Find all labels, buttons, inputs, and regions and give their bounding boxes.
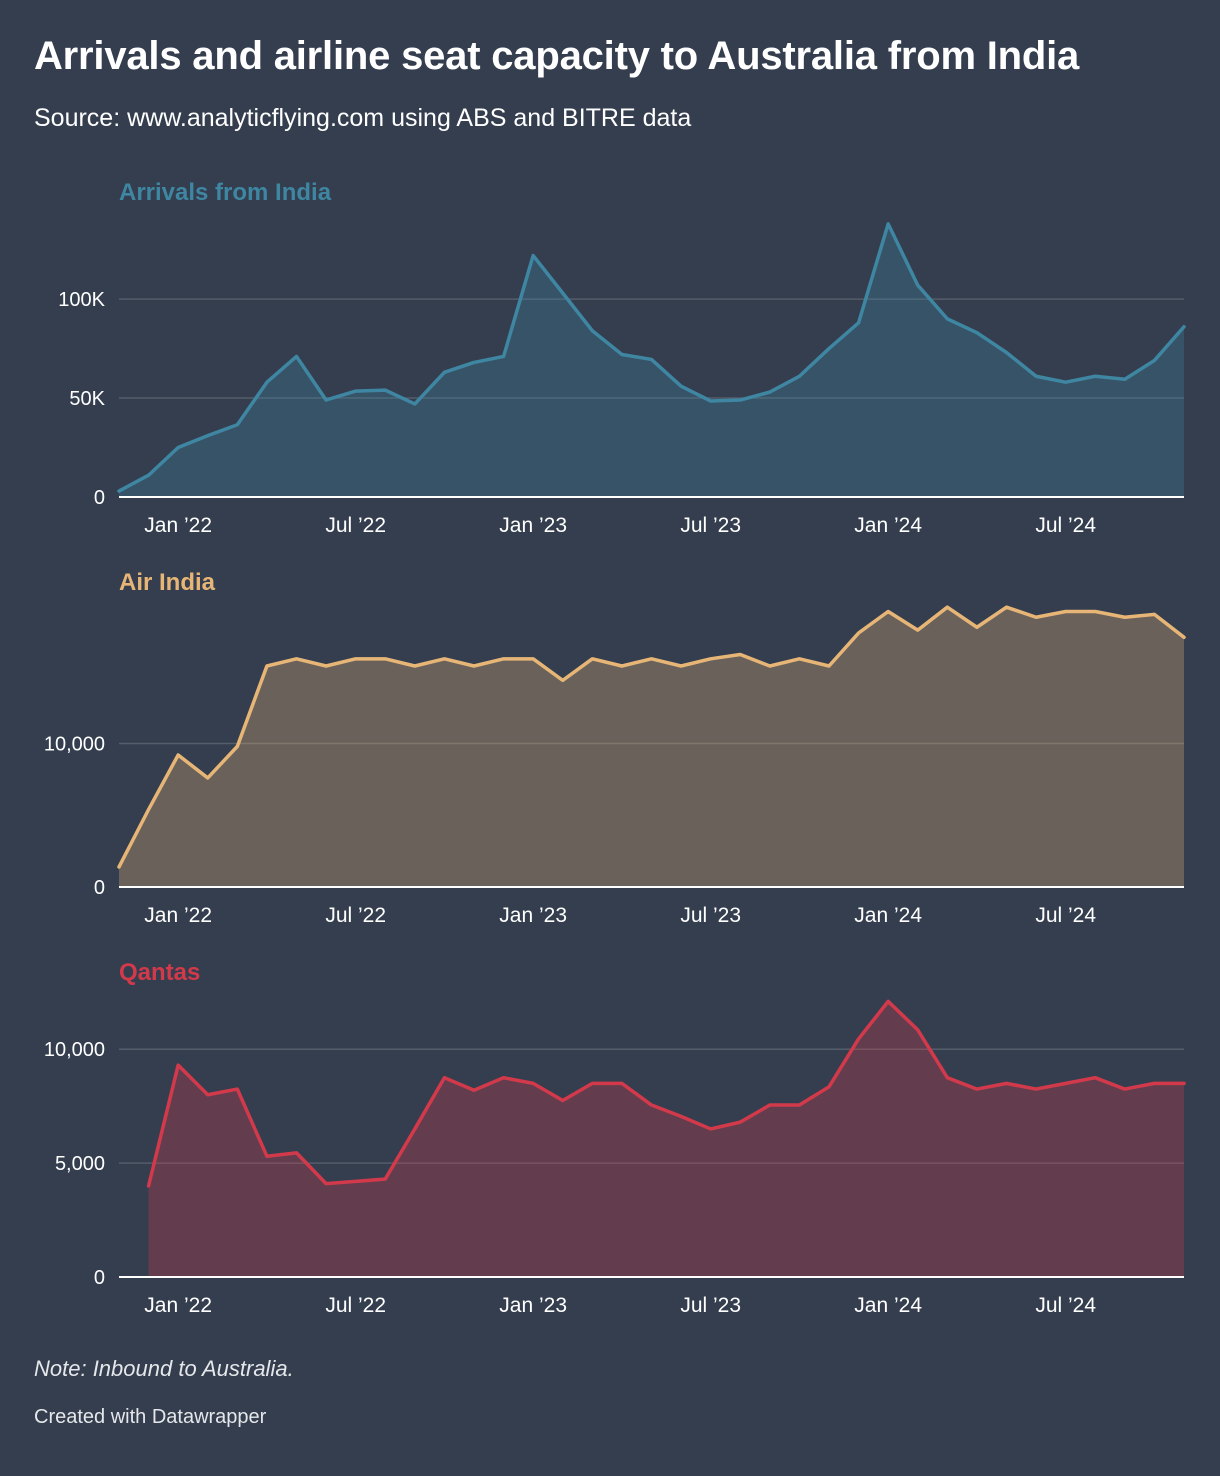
y-tick-label: 0 xyxy=(94,877,105,899)
series-area xyxy=(148,1001,1185,1277)
x-tick-label: Jan ’23 xyxy=(499,1294,567,1317)
x-tick-label: Jan ’24 xyxy=(854,514,922,537)
x-tick-label: Jul ’24 xyxy=(1035,904,1096,927)
y-tick-label: 10,000 xyxy=(44,1039,105,1061)
series-line xyxy=(117,605,1186,869)
x-tick-label: Jan ’24 xyxy=(854,904,922,927)
panel-title-qantas: Qantas xyxy=(119,959,201,986)
y-tick-label: 50K xyxy=(69,388,105,410)
y-tick-label: 5,000 xyxy=(55,1153,105,1175)
chart-title: Arrivals and airline seat capacity to Au… xyxy=(34,34,1080,78)
series-line xyxy=(117,222,1186,493)
x-tick-label: Jan ’22 xyxy=(144,514,212,537)
x-tick-label: Jan ’24 xyxy=(854,1294,922,1317)
series-area xyxy=(119,607,1184,887)
chart-source: Source: www.analyticflying.com using ABS… xyxy=(34,104,692,132)
x-tick-label: Jul ’23 xyxy=(680,1294,741,1317)
y-tick-label: 10,000 xyxy=(44,734,105,756)
x-tick-label: Jul ’22 xyxy=(325,904,386,927)
x-tick-label: Jul ’24 xyxy=(1035,514,1096,537)
credit-line: Created with Datawrapper xyxy=(34,1406,267,1428)
x-tick-label: Jul ’22 xyxy=(325,514,386,537)
y-tick-label: 100K xyxy=(58,289,105,311)
arrivals-chart: 0 50K 100K Jan ’22 Jul ’22 Jan ’23 Jul ’23 Jan … xyxy=(58,222,1186,537)
series-line xyxy=(146,999,1186,1188)
x-tick-label: Jul ’22 xyxy=(325,1294,386,1317)
x-tick-label: Jul ’23 xyxy=(680,904,741,927)
x-tick-label: Jul ’23 xyxy=(680,514,741,537)
x-tick-label: Jan ’23 xyxy=(499,904,567,927)
panel-title-air-india: Air India xyxy=(119,569,216,596)
x-tick-label: Jan ’22 xyxy=(144,904,212,927)
y-tick-label: 0 xyxy=(94,487,105,509)
y-tick-label: 0 xyxy=(94,1267,105,1289)
panel-title-arrivals: Arrivals from India xyxy=(119,179,332,206)
footnote: Note: Inbound to Australia. xyxy=(34,1356,294,1381)
qantas-chart: 0 5,000 10,000 Jan ’22 Jul ’22 Jan ’23 Jul ’23… xyxy=(44,999,1186,1317)
x-tick-label: Jan ’22 xyxy=(144,1294,212,1317)
air-india-chart: 0 10,000 Jan ’22 Jul ’22 Jan ’23 Jul ’23 Jan ’… xyxy=(44,605,1186,927)
x-tick-label: Jan ’23 xyxy=(499,514,567,537)
x-tick-label: Jul ’24 xyxy=(1035,1294,1096,1317)
